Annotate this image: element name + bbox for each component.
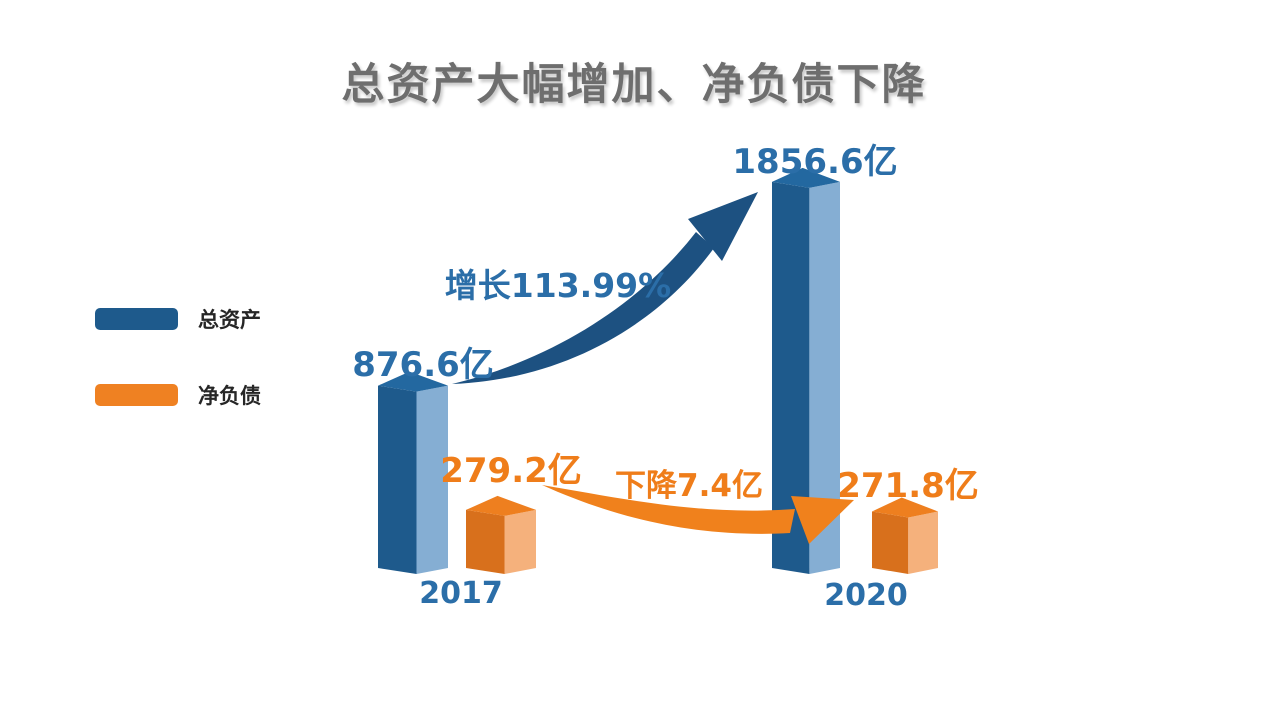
decline-arrow-head [791,496,854,544]
bar-net-debt-2017-top-face [466,495,536,516]
legend: 总资产 净负债 [95,308,261,460]
bar-net-debt-2020-front-face [872,511,909,574]
growth-annotation: 增长113.99% [444,266,672,305]
value-label-total-assets-2017: 876.6亿 [352,345,494,385]
legend-label-total-assets: 总资产 [198,308,261,332]
bar-total-assets-2017-side-face [416,385,448,574]
chart-title: 总资产大幅增加、净负债下降 [341,60,927,110]
growth-arrow-body [452,232,714,384]
growth-arrow-head [688,192,758,261]
bar-total-assets-2020-top-face [772,167,840,188]
value-label-net-debt-2017: 279.2亿 [440,451,582,491]
bar-net-debt-2017-front-face [466,509,505,574]
bar-net-debt-2017-side-face [504,509,536,574]
category-label-2017: 2017 [419,576,503,611]
legend-swatch-net-debt [95,384,178,406]
legend-label-net-debt: 净负债 [198,384,261,408]
decline-arrow-body [542,485,795,534]
bar-total-assets-2017-front-face [378,385,417,574]
value-label-total-assets-2020: 1856.6亿 [732,142,898,182]
value-label-net-debt-2020: 271.8亿 [837,466,979,506]
legend-item-net-debt: 净负债 [95,384,261,408]
bar-total-assets-2020-front-face [772,181,810,574]
category-label-2020: 2020 [824,578,908,613]
bar-net-debt-2020-side-face [908,511,938,574]
legend-item-total-assets: 总资产 [95,308,261,332]
bar-net-debt-2020-top-face [872,497,938,518]
bar-total-assets-2017-top-face [378,371,448,392]
legend-swatch-total-assets [95,308,178,330]
bar-total-assets-2020-side-face [809,181,840,574]
decline-annotation: 下降7.4亿 [615,468,763,504]
